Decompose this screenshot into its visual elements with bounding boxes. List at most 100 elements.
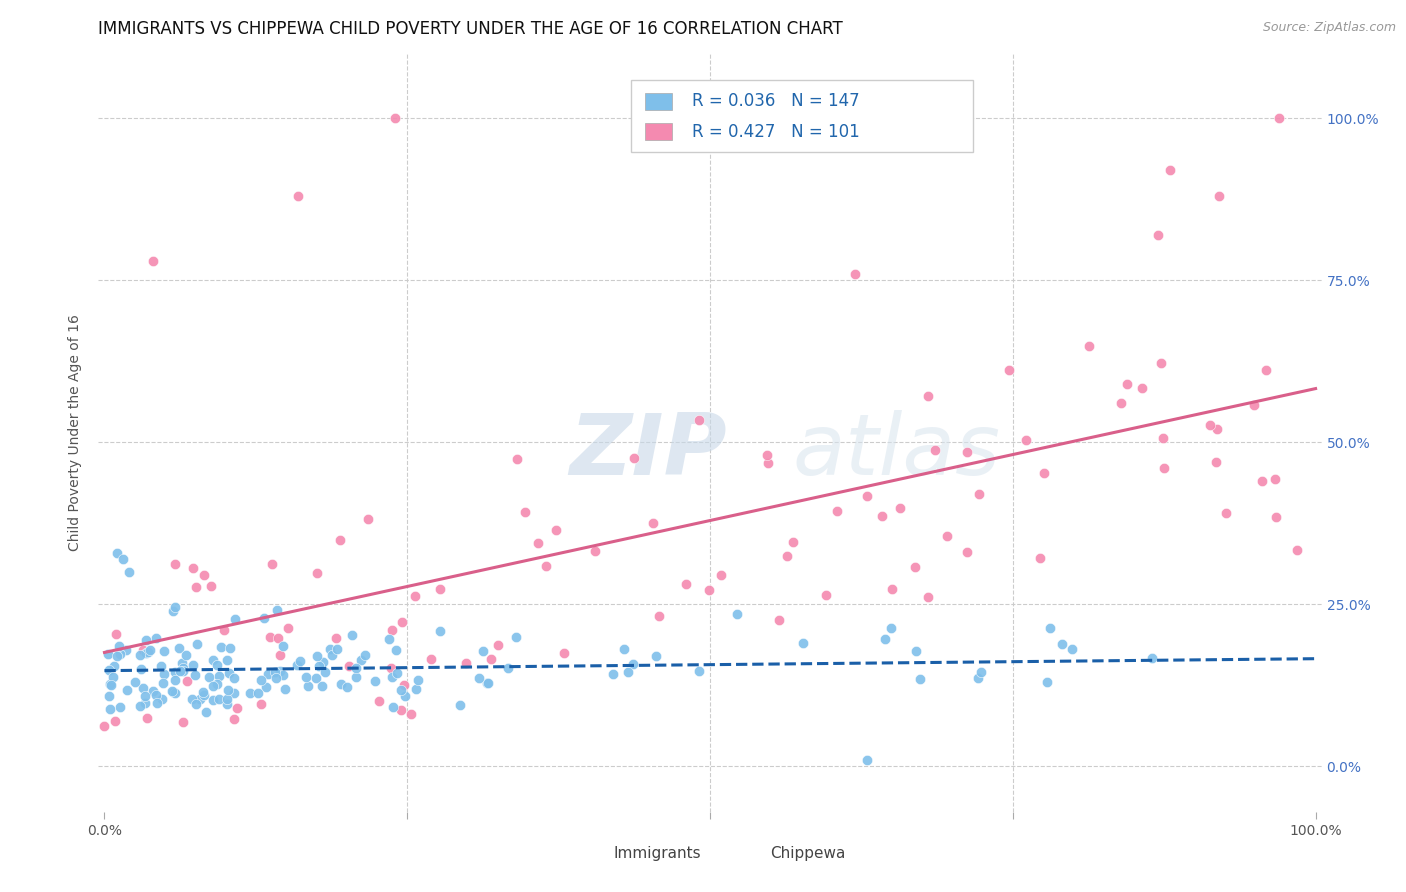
Point xyxy=(101,670,124,684)
Bar xyxy=(645,123,672,140)
Point xyxy=(98,663,121,677)
Point xyxy=(305,672,328,686)
Point xyxy=(326,642,349,657)
Point xyxy=(103,658,125,673)
Point xyxy=(956,545,979,559)
Point xyxy=(688,412,710,426)
Point xyxy=(429,582,451,596)
Point xyxy=(675,577,697,591)
Point xyxy=(768,613,790,627)
Point xyxy=(132,681,155,695)
Point xyxy=(169,664,191,678)
Point xyxy=(269,648,291,662)
Point xyxy=(129,699,152,714)
Text: R = 0.427   N = 101: R = 0.427 N = 101 xyxy=(692,122,859,141)
Point xyxy=(917,389,939,403)
Text: Chippewa: Chippewa xyxy=(770,846,845,861)
Point xyxy=(908,672,931,686)
Point xyxy=(97,690,120,704)
Point xyxy=(307,566,329,581)
Point xyxy=(105,545,128,559)
Point xyxy=(212,623,235,637)
FancyBboxPatch shape xyxy=(630,80,973,153)
Point xyxy=(917,591,939,605)
Point xyxy=(1142,651,1164,665)
Point xyxy=(643,516,665,531)
Point xyxy=(259,631,281,645)
Point xyxy=(967,671,990,685)
Point xyxy=(389,702,412,716)
Point xyxy=(142,683,165,698)
Point xyxy=(391,682,413,697)
Point xyxy=(1077,339,1099,353)
Point xyxy=(429,624,451,639)
Point xyxy=(1208,189,1230,203)
Point xyxy=(217,682,239,697)
Text: R = 0.036   N = 147: R = 0.036 N = 147 xyxy=(692,92,859,111)
Point xyxy=(710,567,733,582)
Point xyxy=(382,700,405,714)
Point xyxy=(381,624,404,638)
Point xyxy=(271,640,294,654)
Point xyxy=(124,674,146,689)
Point xyxy=(621,657,644,671)
Point xyxy=(205,677,228,691)
Point xyxy=(758,456,780,470)
Point xyxy=(105,648,128,663)
Point xyxy=(297,679,319,693)
Point xyxy=(249,697,271,711)
Point xyxy=(186,580,208,594)
Point xyxy=(344,661,367,675)
Point xyxy=(385,666,408,681)
Point xyxy=(505,451,527,466)
Point xyxy=(1147,227,1170,242)
Point xyxy=(1039,621,1062,635)
Point xyxy=(1264,472,1286,486)
Point xyxy=(956,445,979,459)
Bar xyxy=(738,846,762,863)
Point xyxy=(782,535,804,549)
Point xyxy=(294,669,316,683)
Point xyxy=(287,189,309,203)
Point xyxy=(496,660,519,674)
Point xyxy=(267,631,290,645)
Point xyxy=(337,658,360,673)
Point xyxy=(367,694,389,708)
Point xyxy=(191,685,214,699)
Point xyxy=(165,665,187,679)
Point xyxy=(1111,395,1133,409)
Point xyxy=(239,686,262,700)
Text: atlas: atlas xyxy=(792,410,1000,493)
Point xyxy=(1032,467,1054,481)
Point xyxy=(172,665,194,679)
Point xyxy=(477,675,499,690)
Point xyxy=(163,600,186,615)
Text: IMMIGRANTS VS CHIPPEWA CHILD POVERTY UNDER THE AGE OF 16 CORRELATION CHART: IMMIGRANTS VS CHIPPEWA CHILD POVERTY UND… xyxy=(98,21,844,38)
Point xyxy=(380,661,402,675)
Point xyxy=(153,666,176,681)
Point xyxy=(1153,461,1175,475)
Point xyxy=(880,582,903,596)
Y-axis label: Child Poverty Under the Age of 16: Child Poverty Under the Age of 16 xyxy=(69,314,83,551)
Point xyxy=(385,643,408,657)
Point xyxy=(97,647,120,661)
Point xyxy=(165,557,187,571)
Point xyxy=(218,665,240,680)
Point xyxy=(792,636,814,650)
Point xyxy=(172,661,194,675)
Point xyxy=(697,582,720,597)
Point xyxy=(93,719,115,733)
Point xyxy=(536,559,558,574)
Point xyxy=(132,643,155,657)
Point xyxy=(648,608,671,623)
Point xyxy=(1199,418,1222,433)
Point xyxy=(325,631,347,645)
Point xyxy=(217,698,239,712)
Point xyxy=(193,567,215,582)
Point xyxy=(1029,551,1052,566)
Point xyxy=(319,642,342,657)
Point xyxy=(181,692,204,706)
Point xyxy=(247,686,270,700)
Point xyxy=(186,697,208,711)
Point xyxy=(889,500,911,515)
